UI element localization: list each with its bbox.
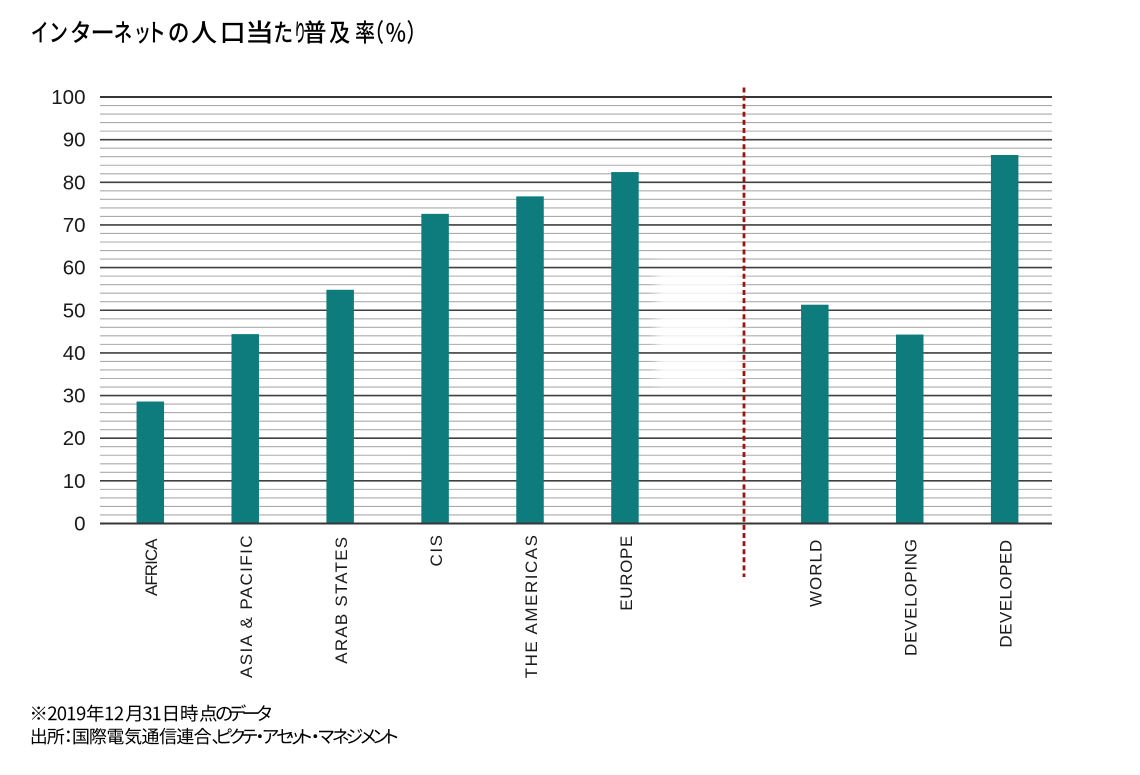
svg-text:40: 40 (63, 342, 86, 365)
svg-text:EUROPE: EUROPE (617, 536, 636, 611)
svg-text:CIS: CIS (427, 535, 446, 567)
svg-text:ARAB STATES: ARAB STATES (332, 537, 351, 664)
svg-text:THE AMERICAS: THE AMERICAS (522, 535, 541, 678)
svg-text:30: 30 (63, 385, 86, 408)
svg-text:AFRICA: AFRICA (142, 538, 161, 596)
svg-text:90: 90 (63, 129, 86, 152)
svg-text:50: 50 (63, 299, 86, 322)
svg-text:80: 80 (63, 171, 86, 194)
svg-text:ASIA & PACIFIC: ASIA & PACIFIC (237, 536, 256, 679)
svg-text:0: 0 (74, 513, 85, 536)
svg-text:DEVELOPING: DEVELOPING (902, 539, 921, 656)
svg-text:100: 100 (51, 86, 85, 109)
svg-text:DEVELOPED: DEVELOPED (996, 540, 1015, 648)
svg-text:20: 20 (63, 427, 86, 450)
svg-text:60: 60 (63, 257, 86, 280)
svg-text:70: 70 (63, 214, 86, 237)
svg-text:10: 10 (63, 470, 86, 493)
svg-text:WORLD: WORLD (807, 540, 826, 607)
